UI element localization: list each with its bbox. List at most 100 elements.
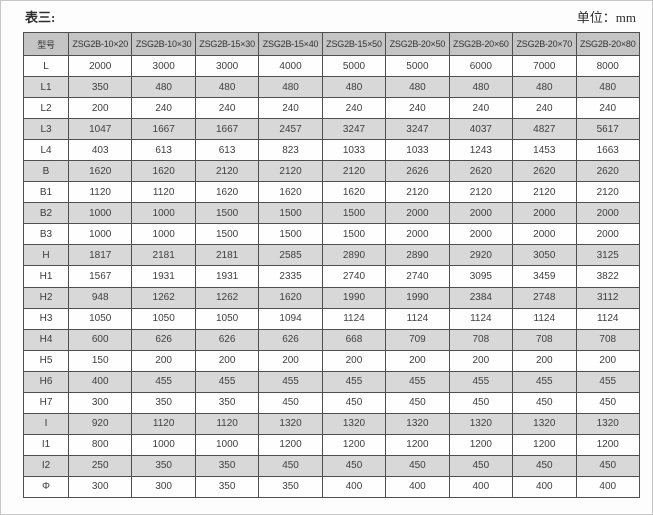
row-label: H7 [23, 391, 69, 414]
table-cell: 1620 [131, 160, 196, 183]
table-cell: 1817 [67, 244, 133, 267]
table-cell: 403 [67, 139, 133, 162]
table-cell: 450 [258, 454, 323, 477]
table-cell: 800 [67, 433, 133, 456]
table-cell: 708 [575, 328, 640, 351]
table-cell: 200 [385, 349, 450, 372]
row-label: H1 [23, 265, 69, 288]
table-cell: 4000 [258, 54, 323, 78]
header-cell: ZSG2B-10×30 [131, 32, 196, 56]
table-cell: 1000 [131, 202, 196, 225]
table-cell: 920 [67, 412, 133, 435]
table-cell: 1262 [194, 286, 260, 309]
table-cell: 2000 [512, 202, 577, 225]
table-cell: 2181 [194, 244, 260, 267]
table-cell: 626 [194, 328, 260, 351]
table-row: H2 948 1262 1262 1620 1990 1990 2384 2748 3112 [23, 286, 640, 309]
table-cell: 2000 [385, 223, 450, 246]
table-cell: 450 [385, 454, 450, 477]
row-label: H [23, 244, 69, 267]
table-row: H4 600 626 626 626 668 709 708 708 708 [23, 328, 640, 351]
table-cell: 1620 [258, 181, 323, 204]
table-cell: 400 [321, 475, 387, 499]
row-label: Φ [23, 475, 69, 499]
table-cell: 2181 [131, 244, 196, 267]
table-row: Φ 300 300 350 350 400 400 400 400 400 [23, 475, 640, 499]
table-cell: 1667 [194, 118, 260, 141]
table-cell: 1320 [575, 412, 640, 435]
table-cell: 200 [448, 349, 514, 372]
row-label: H3 [23, 307, 69, 330]
table-cell: 1320 [258, 412, 323, 435]
row-label: I1 [23, 433, 69, 456]
table-cell: 1931 [131, 265, 196, 288]
table-cell: 3247 [321, 118, 387, 141]
table-cell: 3459 [512, 265, 577, 288]
row-label: I [23, 412, 69, 435]
table-cell: 2585 [258, 244, 323, 267]
table-row: H5 150 200 200 200 200 200 200 200 200 [23, 349, 640, 372]
table-cell: 240 [448, 97, 514, 120]
table-cell: 708 [512, 328, 577, 351]
table-cell: 2384 [448, 286, 514, 309]
table-row: B3 1000 1000 1500 1500 1500 2000 2000 2000 2000 [23, 223, 640, 246]
table-cell: 2740 [385, 265, 450, 288]
table-cell: 1500 [194, 223, 260, 246]
table-cell: 455 [131, 370, 196, 393]
table-cell: 1124 [448, 307, 514, 330]
table-cell: 1243 [448, 139, 514, 162]
table-cell: 708 [448, 328, 514, 351]
table-cell: 300 [67, 475, 133, 499]
table-cell: 3125 [575, 244, 640, 267]
table-cell: 3000 [194, 54, 260, 78]
table-cell: 350 [131, 391, 196, 414]
header-cell: ZSG2B-20×50 [385, 32, 450, 56]
table-cell: 2000 [512, 223, 577, 246]
table-cell: 2620 [575, 160, 640, 183]
table-cell: 240 [258, 97, 323, 120]
spec-table-body: L 2000 3000 3000 4000 5000 5000 6000 7000 8000 L1 3… [23, 54, 640, 499]
table-cell: 450 [385, 391, 450, 414]
table-cell: 1990 [385, 286, 450, 309]
table-row: I 920 1120 1120 1320 1320 1320 1320 1320 1320 [23, 412, 640, 435]
table-cell: 300 [131, 475, 196, 499]
table-cell: 200 [258, 349, 323, 372]
table-row: L4 403 613 613 823 1033 1033 1243 1453 1663 [23, 139, 640, 162]
table-cell: 1200 [512, 433, 577, 456]
table-cell: 480 [194, 76, 260, 99]
table-row: H3 1050 1050 1050 1094 1124 1124 1124 1124 1124 [23, 307, 640, 330]
header-row: 型号 ZSG2B-10×20 ZSG2B-10×30 ZSG2B-15×30 ZSG2B… [23, 32, 640, 56]
table-cell: 2000 [575, 223, 640, 246]
table-row: L1 350 480 480 480 480 480 480 480 480 [23, 76, 640, 99]
table-cell: 250 [67, 454, 133, 477]
table-cell: 400 [385, 475, 450, 499]
table-cell: 1262 [131, 286, 196, 309]
table-row: B2 1000 1000 1500 1500 1500 2000 2000 2000 2000 [23, 202, 640, 225]
table-cell: 600 [67, 328, 133, 351]
table-cell: 1990 [321, 286, 387, 309]
table-cell: 455 [512, 370, 577, 393]
table-cell: 1200 [385, 433, 450, 456]
table-cell: 400 [67, 370, 133, 393]
header-cell: ZSG2B-15×40 [258, 32, 323, 56]
table-cell: 200 [67, 97, 133, 120]
table-cell: 300 [67, 391, 133, 414]
table-cell: 8000 [575, 54, 640, 78]
table-cell: 480 [385, 76, 450, 99]
row-label: B2 [23, 202, 69, 225]
table-cell: 400 [575, 475, 640, 499]
table-caption: 表三: [25, 10, 56, 25]
table-cell: 1120 [194, 412, 260, 435]
table-cell: 2335 [258, 265, 323, 288]
table-cell: 1050 [194, 307, 260, 330]
table-cell: 1663 [575, 139, 640, 162]
table-cell: 200 [194, 349, 260, 372]
table-cell: 350 [131, 454, 196, 477]
table-cell: 450 [448, 391, 514, 414]
table-cell: 2740 [321, 265, 387, 288]
table-cell: 240 [512, 97, 577, 120]
table-cell: 240 [321, 97, 387, 120]
table-cell: 1000 [67, 223, 133, 246]
table-cell: 450 [575, 391, 640, 414]
row-label: I2 [23, 454, 69, 477]
